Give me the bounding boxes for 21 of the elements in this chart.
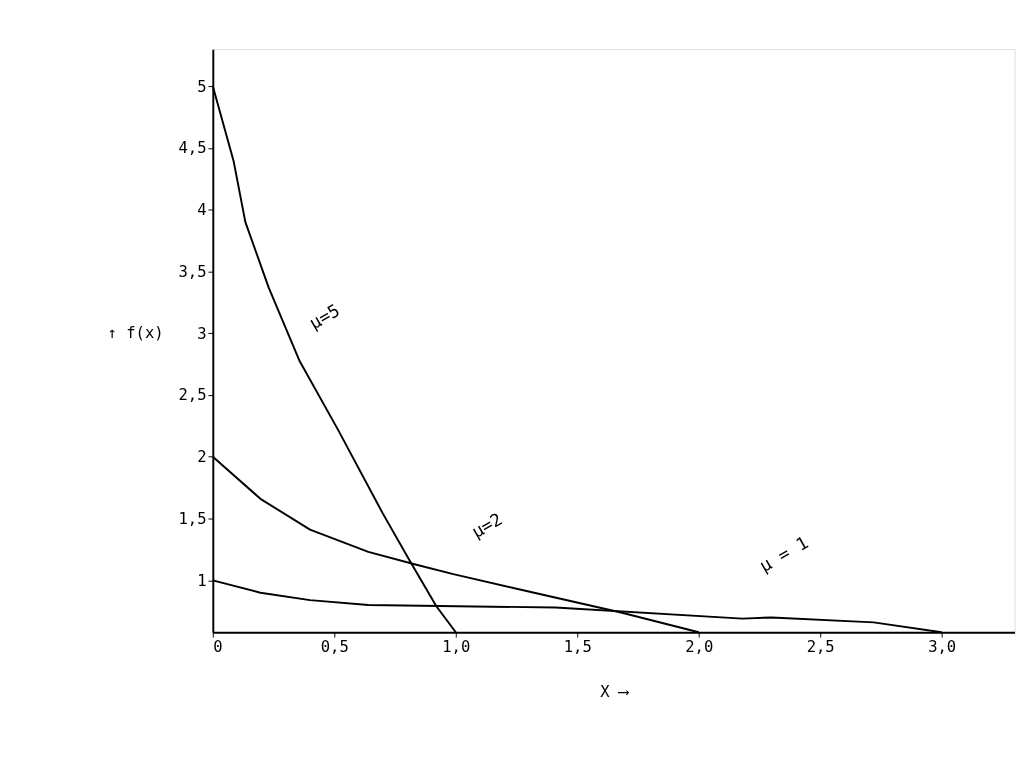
text: μ = 1 bbox=[756, 532, 812, 577]
y-tick-label: 1 bbox=[197, 571, 207, 590]
x-tick-label: 0 bbox=[213, 638, 223, 657]
x-axis-title: X ⟶ bbox=[600, 682, 630, 701]
y-tick-label: 2,5 bbox=[178, 386, 207, 405]
y-axis-title: ↑ f(x) bbox=[107, 324, 164, 343]
y-tick-label: 5 bbox=[197, 77, 207, 96]
text: μ=2 bbox=[468, 508, 506, 542]
x-tick-label: 1,0 bbox=[442, 638, 471, 657]
y-tick-label: 3,5 bbox=[178, 262, 207, 281]
x-tick-label: 3,0 bbox=[928, 638, 957, 657]
text: μ=5 bbox=[305, 300, 344, 334]
x-tick-label: 1,5 bbox=[563, 638, 592, 657]
y-tick-label: 1,5 bbox=[178, 509, 207, 528]
x-tick-label: 0,5 bbox=[320, 638, 349, 657]
y-tick-label: 4 bbox=[197, 201, 207, 220]
y-tick-label: 3 bbox=[197, 324, 207, 343]
y-tick-label: 2 bbox=[197, 448, 207, 467]
y-tick-label: 4,5 bbox=[178, 139, 207, 158]
x-tick-label: 2,0 bbox=[685, 638, 714, 657]
x-tick-label: 2,5 bbox=[806, 638, 835, 657]
